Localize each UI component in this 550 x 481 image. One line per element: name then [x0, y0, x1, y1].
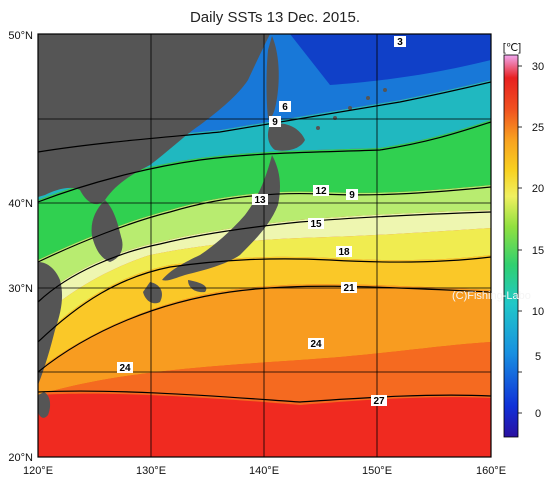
svg-text:18: 18: [338, 247, 350, 258]
contour-label: 9: [346, 189, 358, 201]
contour-label: 18: [336, 246, 352, 258]
map-frame: [37, 33, 492, 458]
colorbar-tick: 25: [532, 122, 544, 134]
contour-label: 3: [394, 36, 406, 48]
svg-text:9: 9: [349, 190, 355, 201]
latitude-labels: 50°N 40°N 30°N 20°N: [8, 30, 33, 464]
lon-label: 120°E: [23, 465, 53, 477]
lat-label: 50°N: [8, 30, 33, 42]
copyright-watermark: (C)Fishing-Labo: [452, 290, 531, 302]
graticule: [38, 34, 491, 457]
contour-label: 12: [313, 185, 329, 197]
contour-label: 27: [371, 395, 387, 407]
svg-text:27: 27: [373, 396, 385, 407]
colorbar-tick: 5: [535, 351, 541, 363]
contour-label: 13: [252, 194, 268, 206]
svg-text:6: 6: [282, 102, 288, 113]
lat-label: 40°N: [8, 198, 33, 210]
contour-label: 9: [269, 116, 281, 128]
longitude-labels: 120°E 130°E 140°E 150°E 160°E: [23, 465, 506, 477]
colorbar-unit: [℃]: [503, 42, 521, 54]
isotherm-contours: [38, 81, 491, 403]
lon-label: 160°E: [476, 465, 506, 477]
colorbar-tick: 20: [532, 183, 544, 195]
contour-label: 21: [341, 282, 357, 294]
colorbar-tick: 30: [532, 61, 544, 73]
colorbar-gradient: [503, 54, 519, 438]
svg-text:9: 9: [272, 117, 278, 128]
colorbar-tick: 10: [532, 306, 544, 318]
contour-label: 24: [308, 338, 324, 350]
svg-text:3: 3: [397, 37, 403, 48]
colorbar: [℃] 30 25 20 15 10 5 0: [503, 42, 544, 438]
lon-label: 130°E: [136, 465, 166, 477]
contour-label: 24: [117, 362, 133, 374]
contour-label-group: 3 6 9 12 9 13 15 18 21 24 24 27: [117, 36, 406, 407]
svg-text:21: 21: [343, 283, 355, 294]
lat-label: 20°N: [8, 452, 33, 464]
colorbar-tick: 15: [532, 245, 544, 257]
colorbar-tick: 0: [535, 408, 541, 420]
svg-text:13: 13: [254, 195, 266, 206]
ocean-field: [38, 34, 491, 457]
contour-label: 15: [308, 218, 324, 230]
lat-label: 30°N: [8, 283, 33, 295]
contour-label: 6: [279, 101, 291, 113]
lon-label: 150°E: [362, 465, 392, 477]
svg-text:15: 15: [310, 219, 322, 230]
svg-text:24: 24: [310, 339, 322, 350]
map-title: Daily SSTs 13 Dec. 2015.: [189, 9, 361, 26]
svg-text:24: 24: [119, 363, 131, 374]
svg-text:12: 12: [315, 186, 327, 197]
lon-label: 140°E: [249, 465, 279, 477]
